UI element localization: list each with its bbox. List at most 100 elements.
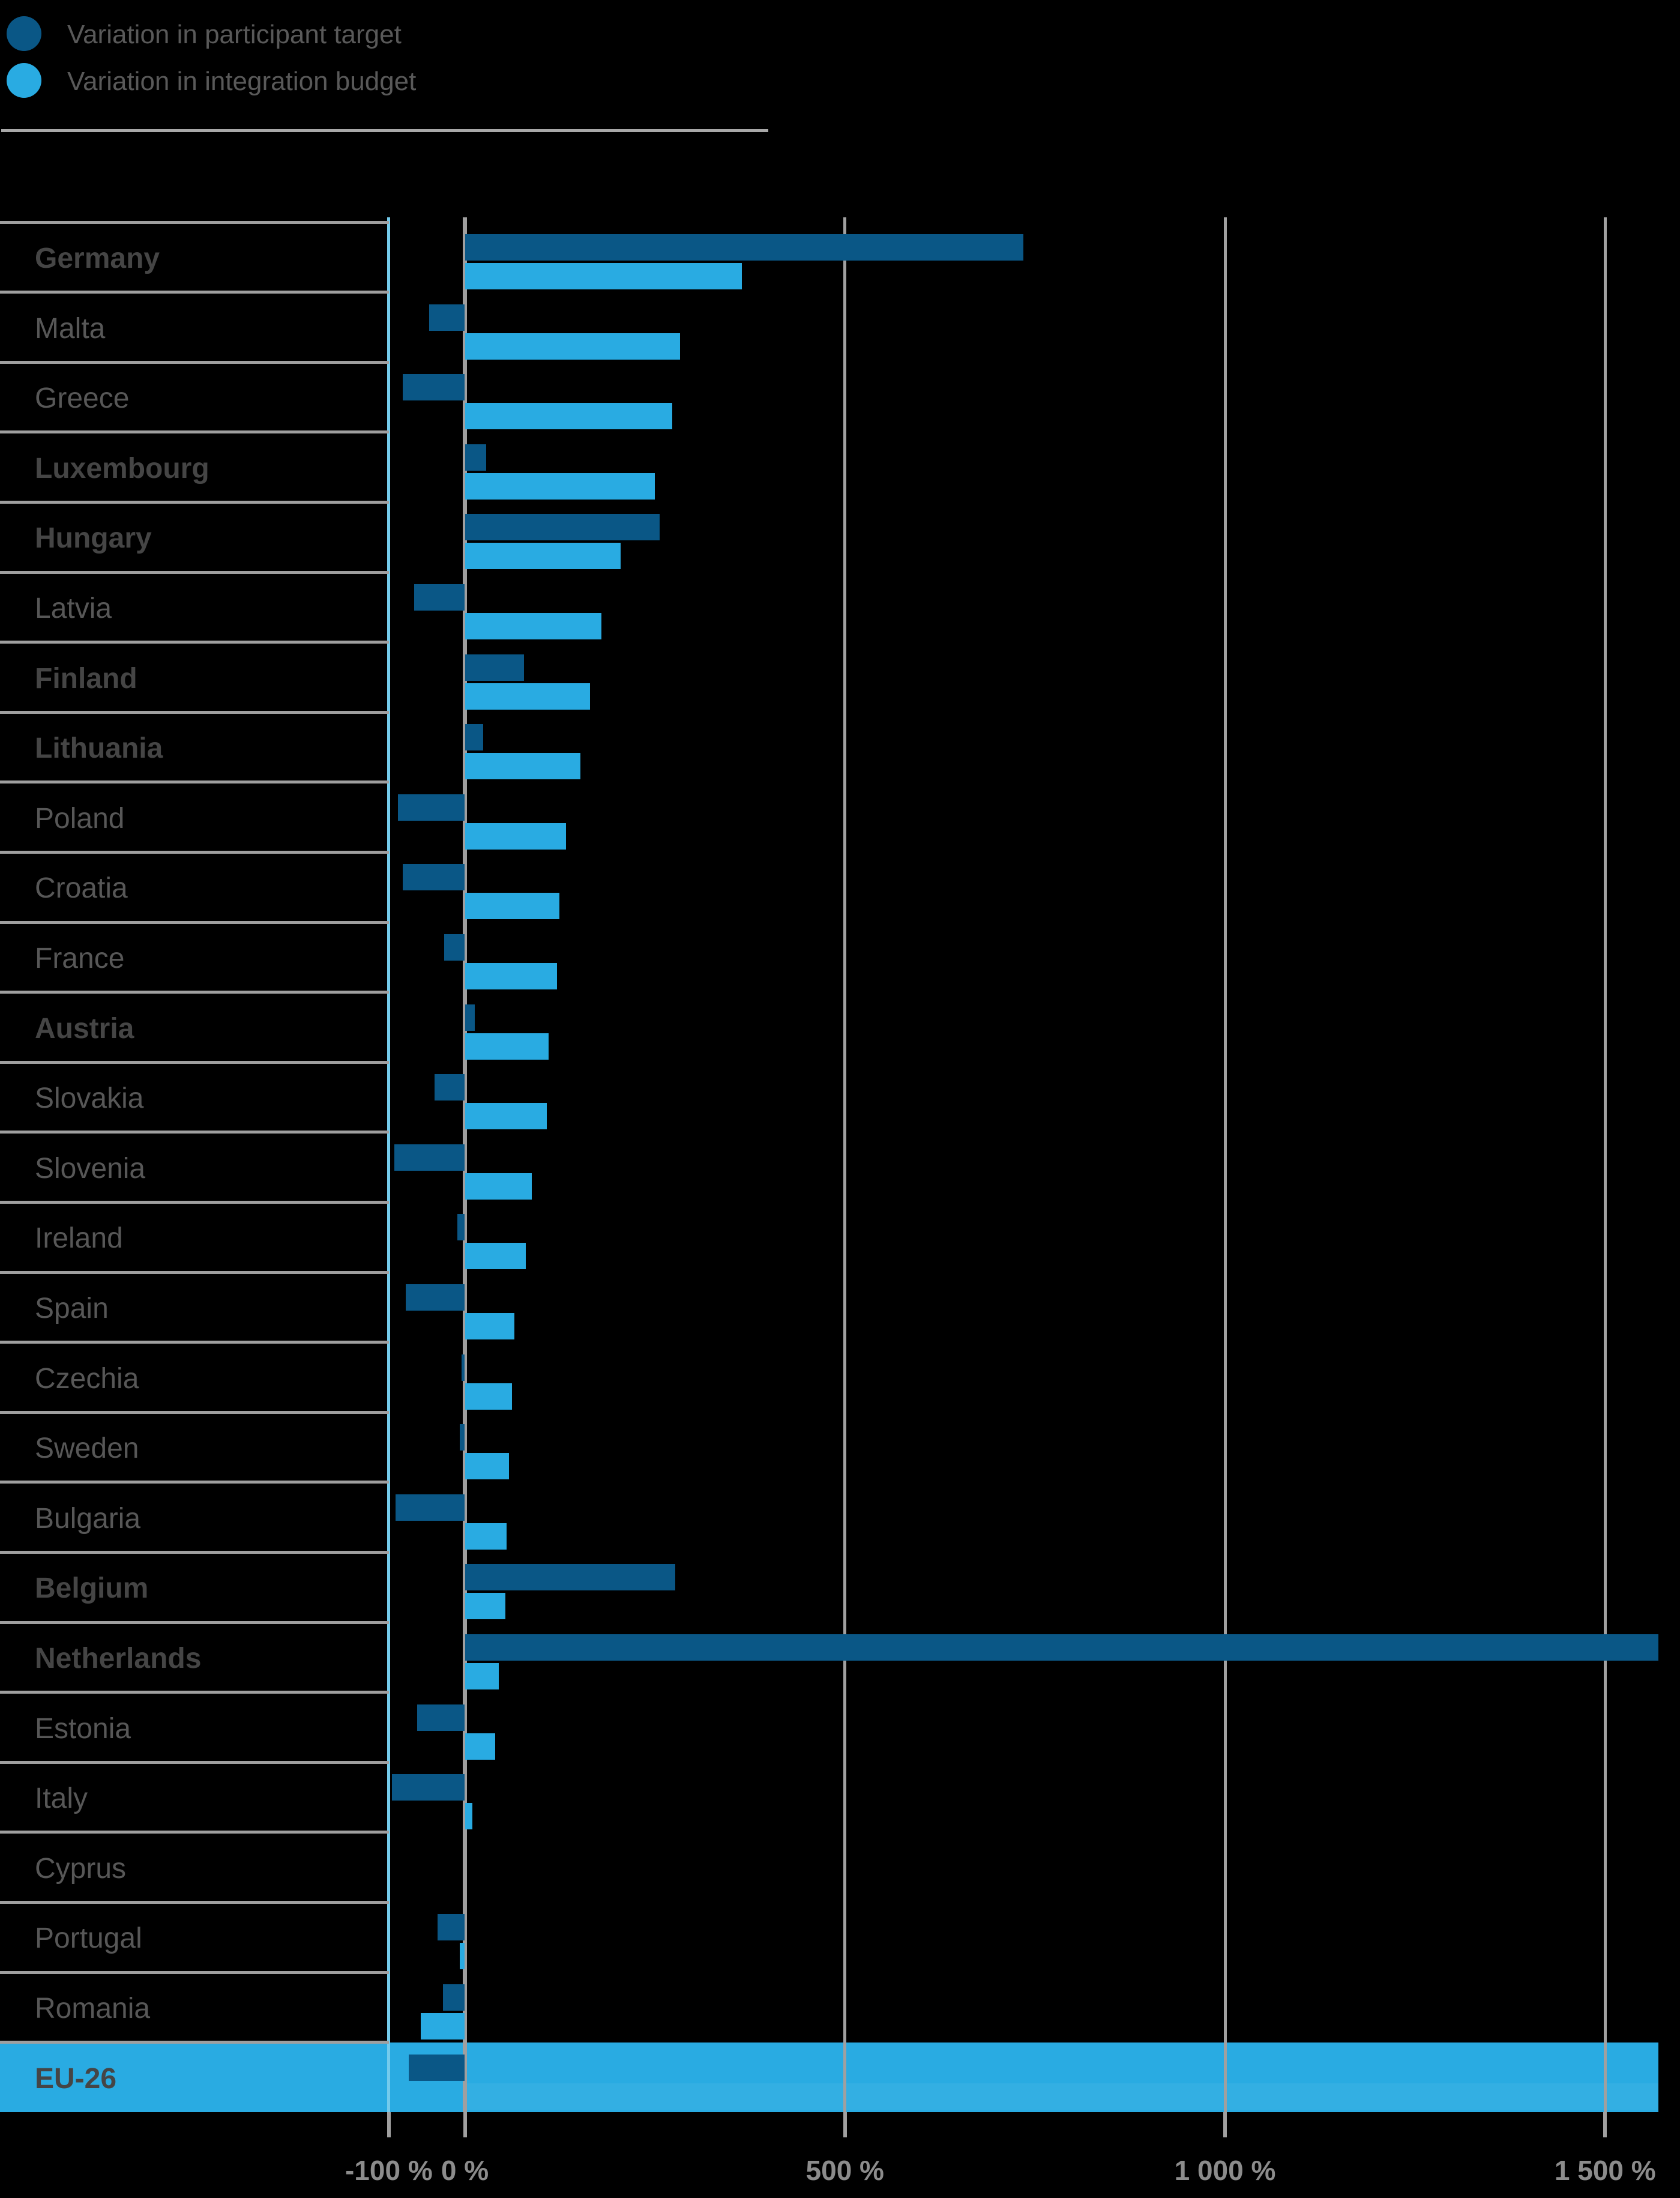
bar-budget-france xyxy=(465,963,557,989)
bar-participant-luxembourg xyxy=(465,444,486,471)
tick-stub-0 xyxy=(463,2112,467,2138)
bar-budget-croatia xyxy=(465,893,559,920)
bar-participant-poland xyxy=(398,794,465,821)
row-label-france: France xyxy=(35,943,125,974)
gridline-1500 xyxy=(1603,217,1607,2113)
legend-dot-integration-budget xyxy=(7,63,41,98)
row-label-spain: Spain xyxy=(35,1293,109,1324)
x-tick-label-1000: 1 000 % xyxy=(1174,2155,1276,2187)
legend-label-participant-target: Variation in participant target xyxy=(67,20,402,49)
row-separator xyxy=(0,2041,389,2044)
row-separator xyxy=(0,1200,389,1204)
row-separator xyxy=(0,1691,389,1694)
row-separator xyxy=(0,1341,389,1344)
row-separator xyxy=(0,1481,389,1484)
bar-participant-malta xyxy=(429,304,465,331)
row-label-luxembourg: Luxembourg xyxy=(35,452,209,485)
bar-participant-lithuania xyxy=(465,724,483,751)
row-separator xyxy=(0,1970,389,1974)
gridline-0 xyxy=(463,217,467,2113)
row-separator xyxy=(0,570,389,574)
bar-participant-bulgaria xyxy=(396,1494,465,1521)
bar-participant-hungary xyxy=(465,514,660,541)
row-label-bulgaria: Bulgaria xyxy=(35,1502,141,1535)
bar-budget-inner-eu-26 xyxy=(465,2083,1658,2110)
row-label-greece: Greece xyxy=(35,382,130,415)
highlight-band-eu-26 xyxy=(0,2042,1658,2113)
bar-participant-latvia xyxy=(414,584,465,611)
row-separator xyxy=(0,850,389,854)
bar-budget-austria xyxy=(465,1033,549,1060)
row-label-estonia: Estonia xyxy=(35,1712,131,1745)
row-label-belgium: Belgium xyxy=(35,1572,149,1605)
row-separator xyxy=(0,641,389,644)
row-label-finland: Finland xyxy=(35,662,137,695)
bar-budget-czechia xyxy=(465,1383,513,1410)
row-separator xyxy=(0,500,389,504)
gridline-minus100 xyxy=(387,217,391,2113)
row-label-germany: Germany xyxy=(35,243,160,274)
legend-divider xyxy=(1,129,768,132)
x-tick-label-1500: 1 500 % xyxy=(1554,2155,1656,2187)
row-separator xyxy=(0,1410,389,1414)
row-label-portugal: Portugal xyxy=(35,1922,142,1955)
row-label-netherlands: Netherlands xyxy=(35,1643,202,1674)
bar-participant-croatia xyxy=(402,864,465,891)
tick-stub-1500 xyxy=(1603,2112,1607,2138)
bar-budget-germany xyxy=(465,263,742,289)
bar-budget-lithuania xyxy=(465,753,580,780)
bar-budget-bulgaria xyxy=(465,1523,507,1550)
tick-stub--100 xyxy=(387,2112,391,2138)
bar-participant-germany xyxy=(465,234,1024,261)
bar-budget-hungary xyxy=(465,543,621,570)
bar-budget-malta xyxy=(465,333,680,360)
row-separator xyxy=(0,430,389,434)
row-label-ireland: Ireland xyxy=(35,1222,123,1255)
bar-participant-italy xyxy=(391,1774,465,1801)
row-label-eu-26: EU-26 xyxy=(35,2062,117,2095)
bar-participant-portugal xyxy=(437,1914,465,1941)
row-label-hungary: Hungary xyxy=(35,522,152,555)
x-tick-label--100: -100 % xyxy=(345,2155,433,2187)
bar-participant-greece xyxy=(402,374,465,401)
bar-budget-slovakia xyxy=(465,1103,547,1130)
bar-budget-sweden xyxy=(465,1453,509,1480)
row-separator xyxy=(0,780,389,784)
row-separator xyxy=(0,920,389,924)
row-separator xyxy=(0,710,389,714)
row-separator xyxy=(0,220,389,224)
row-label-sweden: Sweden xyxy=(35,1433,139,1465)
gridline-1000 xyxy=(1223,217,1227,2113)
bar-participant-eu-26 xyxy=(408,2054,465,2081)
row-separator xyxy=(0,1270,389,1274)
bar-participant-slovakia xyxy=(434,1074,465,1101)
row-label-cyprus: Cyprus xyxy=(35,1852,127,1885)
bar-budget-finland xyxy=(465,683,591,710)
bar-budget-slovenia xyxy=(465,1173,532,1200)
bar-participant-romania xyxy=(442,1984,465,2011)
legend-dot-participant-target xyxy=(7,16,41,51)
row-label-latvia: Latvia xyxy=(35,593,112,624)
bar-budget-spain xyxy=(465,1313,514,1339)
bar-participant-belgium xyxy=(465,1564,676,1591)
row-label-croatia: Croatia xyxy=(35,872,128,905)
bar-budget-romania xyxy=(421,2013,465,2039)
row-label-romania: Romania xyxy=(35,1993,151,2024)
bar-budget-estonia xyxy=(465,1733,496,1760)
row-separator xyxy=(0,1760,389,1764)
bar-budget-poland xyxy=(465,823,566,850)
bar-participant-ireland xyxy=(457,1214,465,1241)
bar-budget-ireland xyxy=(465,1243,526,1270)
bar-participant-austria xyxy=(465,1004,475,1031)
bar-budget-greece xyxy=(465,403,673,430)
bar-participant-estonia xyxy=(417,1704,465,1731)
row-label-lithuania: Lithuania xyxy=(35,732,163,765)
bar-participant-slovenia xyxy=(394,1144,465,1171)
bar-budget-belgium xyxy=(465,1593,505,1620)
tick-stub-1000 xyxy=(1223,2112,1227,2138)
row-separator xyxy=(0,360,389,364)
bar-participant-finland xyxy=(465,654,525,681)
bar-participant-sweden xyxy=(459,1424,465,1451)
row-label-slovakia: Slovakia xyxy=(35,1082,144,1115)
row-separator xyxy=(0,1900,389,1904)
